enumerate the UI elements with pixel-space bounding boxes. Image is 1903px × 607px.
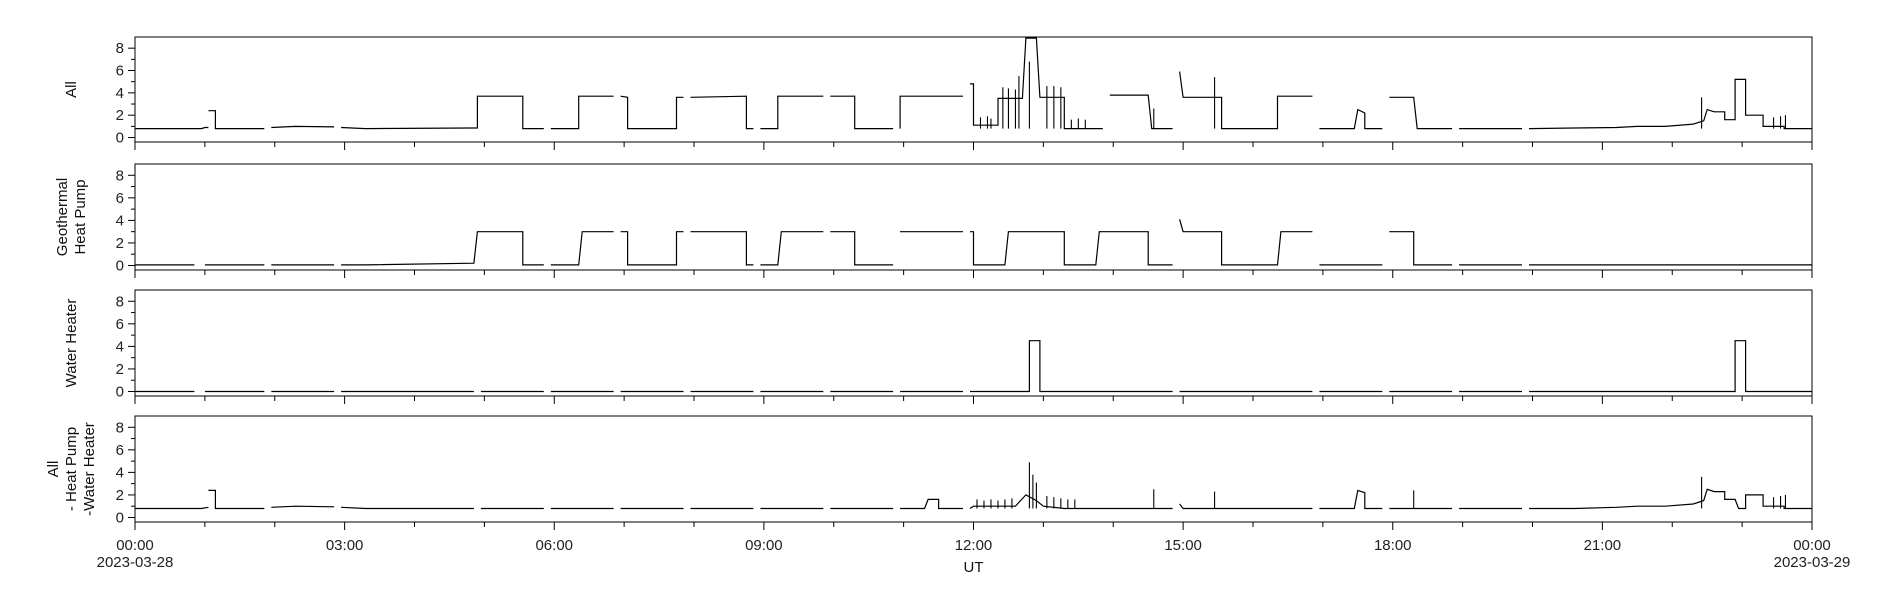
y-tick-label: 4: [116, 212, 124, 229]
x-tick-label: 00:00: [116, 537, 154, 554]
x-tick-label: 21:00: [1584, 537, 1622, 554]
y-axis-title-line: -Water Heater: [81, 422, 98, 516]
series-line-segment: [690, 95, 754, 130]
x-tick-label: 06:00: [535, 537, 573, 554]
series-line-segment: [1179, 219, 1313, 266]
series-line-segment: [341, 231, 544, 266]
x-tick-date-label: 2023-03-28: [97, 554, 174, 571]
panel-1: 0 2 4 6 8 All: [63, 36, 1813, 150]
x-tick-label: 00:00: [1793, 537, 1831, 554]
series-line-segment: [271, 125, 335, 129]
y-tick-label: 6: [116, 316, 124, 333]
series-line-segment: [550, 231, 614, 266]
series-line-segment: [550, 95, 614, 130]
y-tick-label: 2: [116, 487, 124, 504]
series-line-segment: [341, 506, 474, 510]
y-tick-label: 4: [116, 464, 124, 481]
series-line-segment: [208, 489, 265, 510]
series-line-segment: [1319, 108, 1383, 130]
panel-3: 0 2 4 6 8 Water Heater: [63, 289, 1813, 404]
series-line-segment: [620, 95, 684, 130]
series-line-segment: [900, 498, 963, 510]
y-axis-title-line: All: [63, 81, 80, 98]
x-tick-label: 12:00: [955, 537, 993, 554]
y-tick-label: 0: [116, 509, 124, 526]
y-axis-title-line: - Heat Pump: [63, 427, 80, 511]
panels-group: 0 2 4 6 8 All 0 2 4 6 8 Geothermal Heat Pump 0 2 4 6 8 Wat…: [45, 36, 1813, 530]
y-tick-label: 0: [116, 130, 124, 147]
series-line-segment: [690, 231, 754, 266]
y-tick-label: 2: [116, 361, 124, 378]
series-line-segment: [899, 95, 963, 129]
series-line-segment: [1109, 94, 1173, 130]
series-line-segment: [135, 506, 209, 510]
series-line-segment: [1179, 71, 1313, 130]
series-line-segment: [1389, 96, 1453, 130]
series-line-segment: [1529, 340, 1812, 393]
series-line-segment: [1319, 489, 1383, 510]
y-tick-label: 0: [116, 257, 124, 274]
y-tick-label: 4: [116, 338, 124, 355]
series-line-segment: [760, 231, 824, 266]
y-tick-label: 8: [116, 293, 124, 310]
series-line-segment: [620, 231, 684, 266]
series-line-segment: [1528, 78, 1812, 130]
series-line-segment: [970, 340, 1173, 393]
panel-4: 0 2 4 6 8 All - Heat Pump -Water Heater: [45, 415, 1813, 530]
panel-2: 0 2 4 6 8 Geothermal Heat Pump: [54, 163, 1813, 278]
x-axis-title: UT: [964, 559, 984, 576]
x-tick-label: 18:00: [1374, 537, 1412, 554]
series-line-segment: [830, 231, 894, 266]
series-line-segment: [760, 95, 824, 130]
series-line-segment: [271, 505, 335, 508]
y-tick-label: 8: [116, 419, 124, 436]
x-tick-label: 03:00: [326, 537, 364, 554]
x-tick-label: 09:00: [745, 537, 783, 554]
series-line-segment: [969, 494, 1173, 510]
y-tick-label: 4: [116, 85, 124, 102]
x-tick-date-label: 2023-03-29: [1774, 554, 1851, 571]
y-tick-label: 2: [116, 235, 124, 252]
series-line-segment: [135, 126, 209, 130]
y-tick-label: 8: [116, 40, 124, 57]
series-line-segment: [341, 95, 544, 130]
y-tick-label: 0: [116, 383, 124, 400]
x-tick-label: 15:00: [1164, 537, 1202, 554]
y-axis-title-line: Water Heater: [63, 299, 80, 388]
y-tick-label: 6: [116, 190, 124, 207]
y-tick-label: 6: [116, 442, 124, 459]
series-line-segment: [970, 231, 1173, 266]
series-line-segment: [830, 95, 894, 130]
y-tick-label: 6: [116, 63, 124, 80]
y-tick-label: 2: [116, 107, 124, 124]
y-axis-title-line: Heat Pump: [72, 179, 89, 254]
series-line-segment: [208, 110, 265, 130]
panel-frame: [134, 289, 1813, 397]
y-axis-title-line: Geothermal: [54, 178, 71, 256]
series-line-segment: [1529, 488, 1812, 510]
y-tick-label: 8: [116, 167, 124, 184]
series-line-segment: [1389, 231, 1453, 266]
series-line-segment: [970, 37, 1103, 130]
y-axis-title-line: All: [45, 461, 62, 478]
series-line-segment: [1179, 503, 1313, 510]
